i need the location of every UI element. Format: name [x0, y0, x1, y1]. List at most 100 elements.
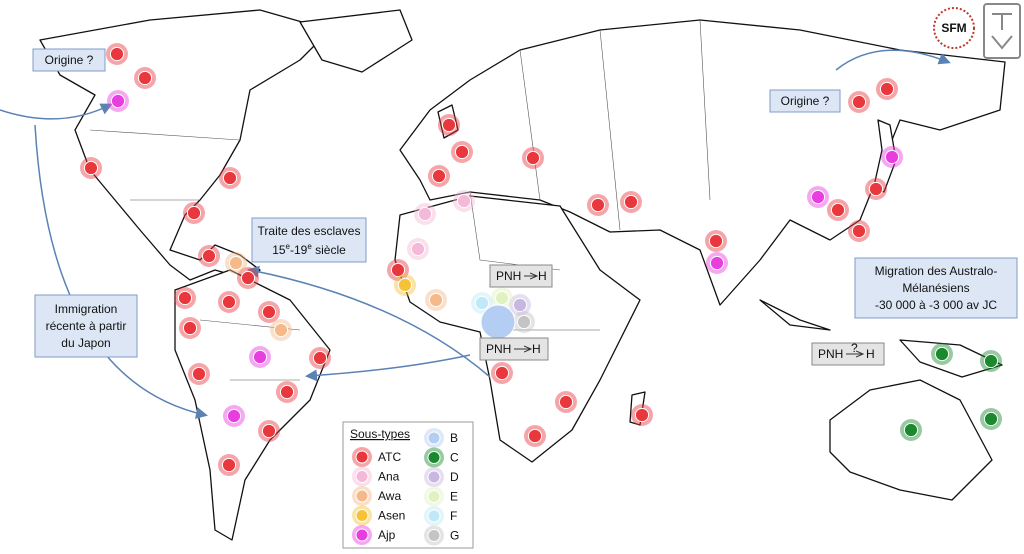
legend-label: Ajp: [378, 528, 396, 542]
marker: [252, 349, 268, 365]
marker: [177, 290, 193, 306]
slave-trade: Traite des esclaves: [258, 224, 361, 238]
marker: [527, 428, 543, 444]
marker: [516, 314, 532, 330]
marker: [454, 144, 470, 160]
marker: [525, 150, 541, 166]
line: du Japon: [61, 336, 110, 350]
marker: [456, 193, 472, 209]
line: Traite des esclaves: [258, 224, 361, 238]
marker: [879, 81, 895, 97]
marker: [240, 270, 256, 286]
marker: [884, 149, 900, 165]
line: récente à partir: [46, 319, 127, 333]
marker: [137, 70, 153, 86]
marker: [427, 490, 441, 503]
marker: [109, 46, 125, 62]
legend-label: Awa: [378, 489, 401, 503]
slave-trade-dates: 15e-19e siècle: [272, 242, 346, 257]
legend-label: G: [450, 529, 459, 543]
marker: [708, 233, 724, 249]
legend-label: D: [450, 470, 459, 484]
marker: [934, 346, 950, 362]
h: H: [538, 269, 547, 283]
legend-label: Asen: [378, 509, 405, 523]
legend-label: ATC: [378, 450, 401, 464]
sup: e: [307, 242, 312, 251]
marker: [427, 470, 441, 484]
marker: [634, 407, 650, 423]
marker: [312, 350, 328, 366]
marker: [221, 294, 237, 310]
marker: [474, 295, 490, 311]
marker: [228, 255, 244, 271]
legend-label: E: [450, 490, 458, 504]
legend-label: Ana: [378, 470, 400, 484]
line: Migration des Australo-: [875, 264, 998, 278]
marker: [261, 304, 277, 320]
marker: [903, 422, 919, 438]
logo-sfm: SFM: [941, 21, 966, 35]
marker: [558, 394, 574, 410]
marker: [83, 160, 99, 176]
marker: [427, 451, 441, 464]
pnh: PNH: [496, 269, 521, 283]
marker: [186, 205, 202, 221]
pnh: PNH: [818, 347, 843, 361]
marker: [355, 489, 369, 503]
marker: [222, 170, 238, 186]
marker: [480, 304, 516, 340]
marker: [410, 241, 426, 257]
marker: [397, 277, 413, 293]
marker: [273, 322, 289, 338]
marker: [427, 431, 441, 445]
marker: [623, 194, 639, 210]
text: -19: [290, 243, 308, 257]
line: -30 000 à -3 000 av JC: [875, 298, 997, 312]
immigration: Immigration récente à partir du Japon: [46, 302, 127, 350]
marker: [441, 117, 457, 133]
marker: [279, 384, 295, 400]
marker: [431, 168, 447, 184]
marker: [851, 223, 867, 239]
marker: [428, 292, 444, 308]
marker: [427, 509, 441, 523]
marker: [201, 248, 217, 264]
marker: [851, 94, 867, 110]
marker: [427, 529, 441, 542]
marker: [494, 290, 510, 306]
h: H: [532, 342, 541, 356]
marker: [709, 255, 725, 271]
continents: [39, 9, 1006, 541]
marker: [983, 411, 999, 427]
marker: [355, 470, 369, 483]
line: Immigration: [55, 302, 118, 316]
marker: [355, 450, 369, 464]
marker: [830, 202, 846, 218]
origin-west: Origine ?: [45, 53, 94, 67]
legend-label: F: [450, 509, 457, 523]
marker: [182, 320, 198, 336]
callouts: Origine ? Origine ? Immigration récente à…: [32, 48, 1018, 366]
marker: [261, 423, 277, 439]
marker: [512, 297, 528, 313]
h: H: [866, 347, 875, 361]
migration: Migration des Australo- Mélanésiens -30 00…: [875, 264, 998, 312]
origin-east: Origine ?: [781, 94, 830, 108]
marker: [226, 408, 242, 424]
marker: [417, 206, 433, 222]
logos: SFM: [933, 3, 1021, 59]
markers: [80, 43, 1002, 476]
marker: [110, 93, 126, 109]
text: siècle: [312, 243, 346, 257]
pnh: PNH: [486, 342, 511, 356]
marker: [494, 365, 510, 381]
marker: [868, 181, 884, 197]
marker: [390, 262, 406, 278]
marker: [355, 509, 369, 522]
marker: [590, 197, 606, 213]
marker: [810, 189, 826, 205]
marker: [191, 366, 207, 382]
